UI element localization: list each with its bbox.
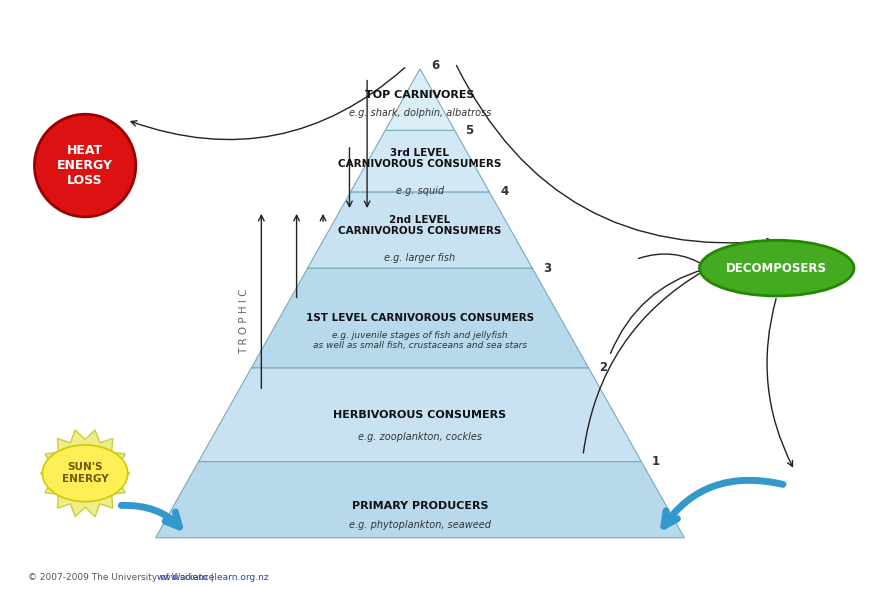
Text: e.g. juvenile stages of fish and jellyfish
as well as small fish, crustaceans an: e.g. juvenile stages of fish and jellyfi… bbox=[313, 330, 527, 350]
Polygon shape bbox=[41, 430, 130, 517]
Text: DECOMPOSERS: DECOMPOSERS bbox=[727, 262, 827, 274]
Text: T R O P H I C: T R O P H I C bbox=[239, 288, 248, 353]
Text: 2nd LEVEL
CARNIVOROUS CONSUMERS: 2nd LEVEL CARNIVOROUS CONSUMERS bbox=[339, 214, 501, 236]
Text: 6: 6 bbox=[431, 59, 439, 72]
Text: HEAT
ENERGY
LOSS: HEAT ENERGY LOSS bbox=[57, 144, 113, 187]
Text: 5: 5 bbox=[465, 124, 474, 137]
Text: PRIMARY PRODUCERS: PRIMARY PRODUCERS bbox=[352, 501, 488, 511]
Ellipse shape bbox=[34, 114, 136, 217]
Text: TOP CARNIVORES: TOP CARNIVORES bbox=[365, 90, 475, 100]
Polygon shape bbox=[251, 268, 589, 368]
Polygon shape bbox=[351, 130, 490, 192]
Text: e.g. squid: e.g. squid bbox=[396, 186, 444, 196]
Text: © 2007-2009 The University of Waikato |: © 2007-2009 The University of Waikato | bbox=[27, 573, 217, 582]
Ellipse shape bbox=[700, 240, 854, 296]
Text: SUN'S
ENERGY: SUN'S ENERGY bbox=[62, 462, 109, 484]
Text: e.g. phytoplankton, seaweed: e.g. phytoplankton, seaweed bbox=[349, 520, 491, 530]
Text: e.g. zooplankton, cockles: e.g. zooplankton, cockles bbox=[358, 432, 482, 442]
Text: 3rd LEVEL
CARNIVOROUS CONSUMERS: 3rd LEVEL CARNIVOROUS CONSUMERS bbox=[339, 148, 501, 169]
Polygon shape bbox=[199, 368, 642, 462]
Text: HERBIVOROUS CONSUMERS: HERBIVOROUS CONSUMERS bbox=[333, 410, 507, 420]
Text: 2: 2 bbox=[599, 361, 607, 374]
Polygon shape bbox=[385, 69, 454, 130]
Polygon shape bbox=[308, 192, 532, 268]
Polygon shape bbox=[156, 462, 684, 538]
Text: www.sciencelearn.org.nz: www.sciencelearn.org.nz bbox=[156, 573, 269, 582]
Circle shape bbox=[42, 445, 128, 502]
Text: 4: 4 bbox=[500, 186, 508, 198]
Text: 1: 1 bbox=[652, 455, 660, 468]
Text: e.g. shark, dolphin, albatross: e.g. shark, dolphin, albatross bbox=[349, 108, 492, 118]
Text: 3: 3 bbox=[543, 262, 551, 274]
Text: 1ST LEVEL CARNIVOROUS CONSUMERS: 1ST LEVEL CARNIVOROUS CONSUMERS bbox=[306, 313, 534, 323]
Text: e.g. larger fish: e.g. larger fish bbox=[385, 253, 455, 263]
